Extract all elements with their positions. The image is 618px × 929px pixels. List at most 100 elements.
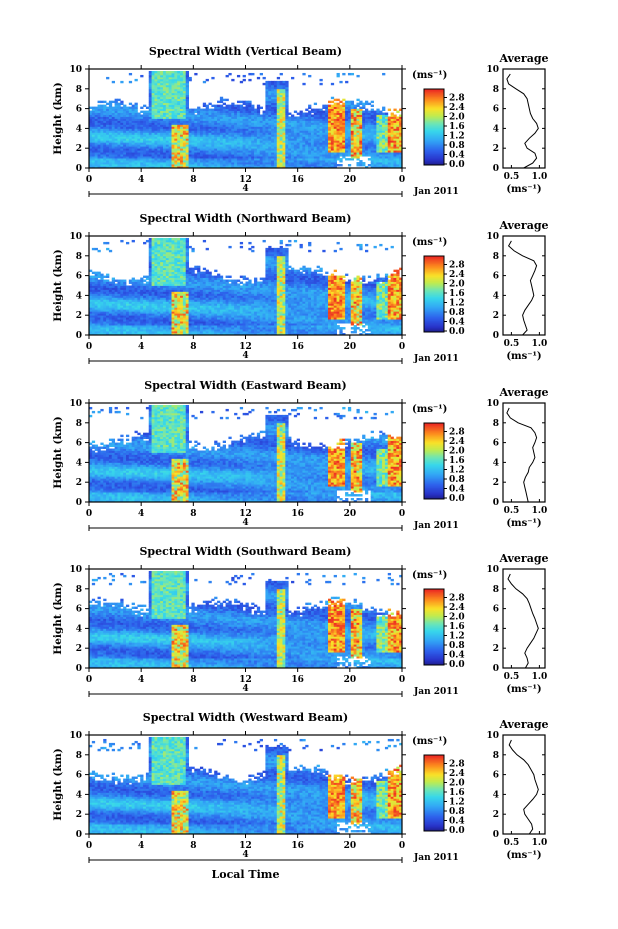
heatmap-cell [214,154,218,157]
heatmap-cell [310,154,315,157]
heatmap-cell [359,110,363,113]
heatmap-cell [97,273,101,276]
heatmap-cell [97,158,101,161]
heatmap-cell [106,158,110,161]
heatmap-cell [305,112,309,115]
heatmap-cell [399,128,403,131]
heatmap-cell [325,164,329,167]
heatmap-cell [356,128,360,131]
heatmap-cell [94,120,98,123]
heatmap-cell [148,251,152,255]
heatmap-cell [114,136,118,139]
heatmap-cell [282,146,286,149]
heatmap-cell [148,297,152,300]
heatmap-cell [256,138,261,141]
heatmap-cell [350,128,355,131]
heatmap-cell [151,106,155,109]
heatmap-cell [373,166,377,169]
heatmap-cell [276,144,281,147]
heatmap-cell [100,138,104,141]
heatmap-cell [165,275,170,278]
heatmap-cell [211,124,215,127]
heatmap-cell [154,273,158,276]
heatmap-cell [350,126,355,129]
heatmap-cell [251,134,255,137]
heatmap-cell [245,146,249,149]
heatmap-cell [302,162,306,165]
heatmap-cell [151,82,155,86]
heatmap-cell [242,118,246,121]
heatmap-cell [137,112,141,115]
heatmap-cell [154,265,158,269]
heatmap-cell [162,156,167,159]
heatmap-cell [188,134,192,137]
heatmap-cell [262,130,266,133]
heatmap-cell [165,128,170,131]
heatmap-cell [171,237,175,241]
heatmap-cell [330,162,335,165]
heatmap-cell [191,114,195,117]
heatmap-cell [148,259,152,263]
heatmap-cell [242,134,246,137]
heatmap-cell [214,114,218,117]
heatmap-cell [390,130,394,133]
heatmap-cell [185,110,189,113]
heatmap-cell [299,140,303,143]
heatmap-cell [162,130,167,133]
heatmap-cell [234,118,238,121]
heatmap-cell [293,134,298,137]
heatmap-cell [111,140,116,143]
heatmap-cell [185,116,189,119]
heatmap-cell [347,128,352,131]
heatmap-cell [239,130,244,133]
heatmap-cell [202,112,207,115]
heatmap-cell [165,124,170,127]
heatmap-cell [137,116,141,119]
heatmap-cell [393,138,397,141]
heatmap-cell [382,120,386,123]
heatmap-cell [140,136,144,139]
heatmap-cell [168,88,172,92]
heatmap-cell [134,136,138,139]
heatmap-cell [251,148,255,151]
heatmap-cell [91,144,96,147]
heatmap-cell [296,154,300,157]
heatmap-cell [199,110,204,113]
heatmap-cell [91,333,96,336]
heatmap-cell [197,156,201,159]
heatmap-cell [347,106,352,109]
heatmap-cell [162,313,167,316]
heatmap-cell [103,293,107,296]
heatmap-cell [154,239,158,243]
heatmap-cell [151,329,155,332]
heatmap-cell [160,307,164,310]
heatmap-cell [157,102,161,106]
heatmap-cell [97,156,101,159]
heatmap-cell [333,148,337,151]
heatmap-cell [154,80,158,84]
heatmap-cell [117,134,121,137]
heatmap-cell [111,156,116,159]
heatmap-cell [259,126,263,129]
heatmap-cell [89,144,93,147]
heatmap-cell [97,299,101,302]
heatmap-cell [319,148,323,151]
heatmap-cell [171,317,175,320]
heatmap-cell [271,114,275,117]
heatmap-cell [367,148,372,151]
heatmap-cell [222,144,226,147]
heatmap-cell [125,108,130,111]
heatmap-cell [319,150,323,153]
heatmap-cell [174,154,178,157]
heatmap-cell [262,136,266,139]
heatmap-cell [177,134,181,137]
heatmap-cell [387,146,392,149]
heatmap-cell [180,118,184,121]
heatmap-cell [160,241,164,245]
heatmap-cell [328,108,332,111]
heatmap-cell [336,138,340,141]
heatmap-cell [328,116,332,119]
heatmap-cell [205,120,209,123]
heatmap-cell [254,166,258,169]
heatmap-cell [254,128,258,131]
